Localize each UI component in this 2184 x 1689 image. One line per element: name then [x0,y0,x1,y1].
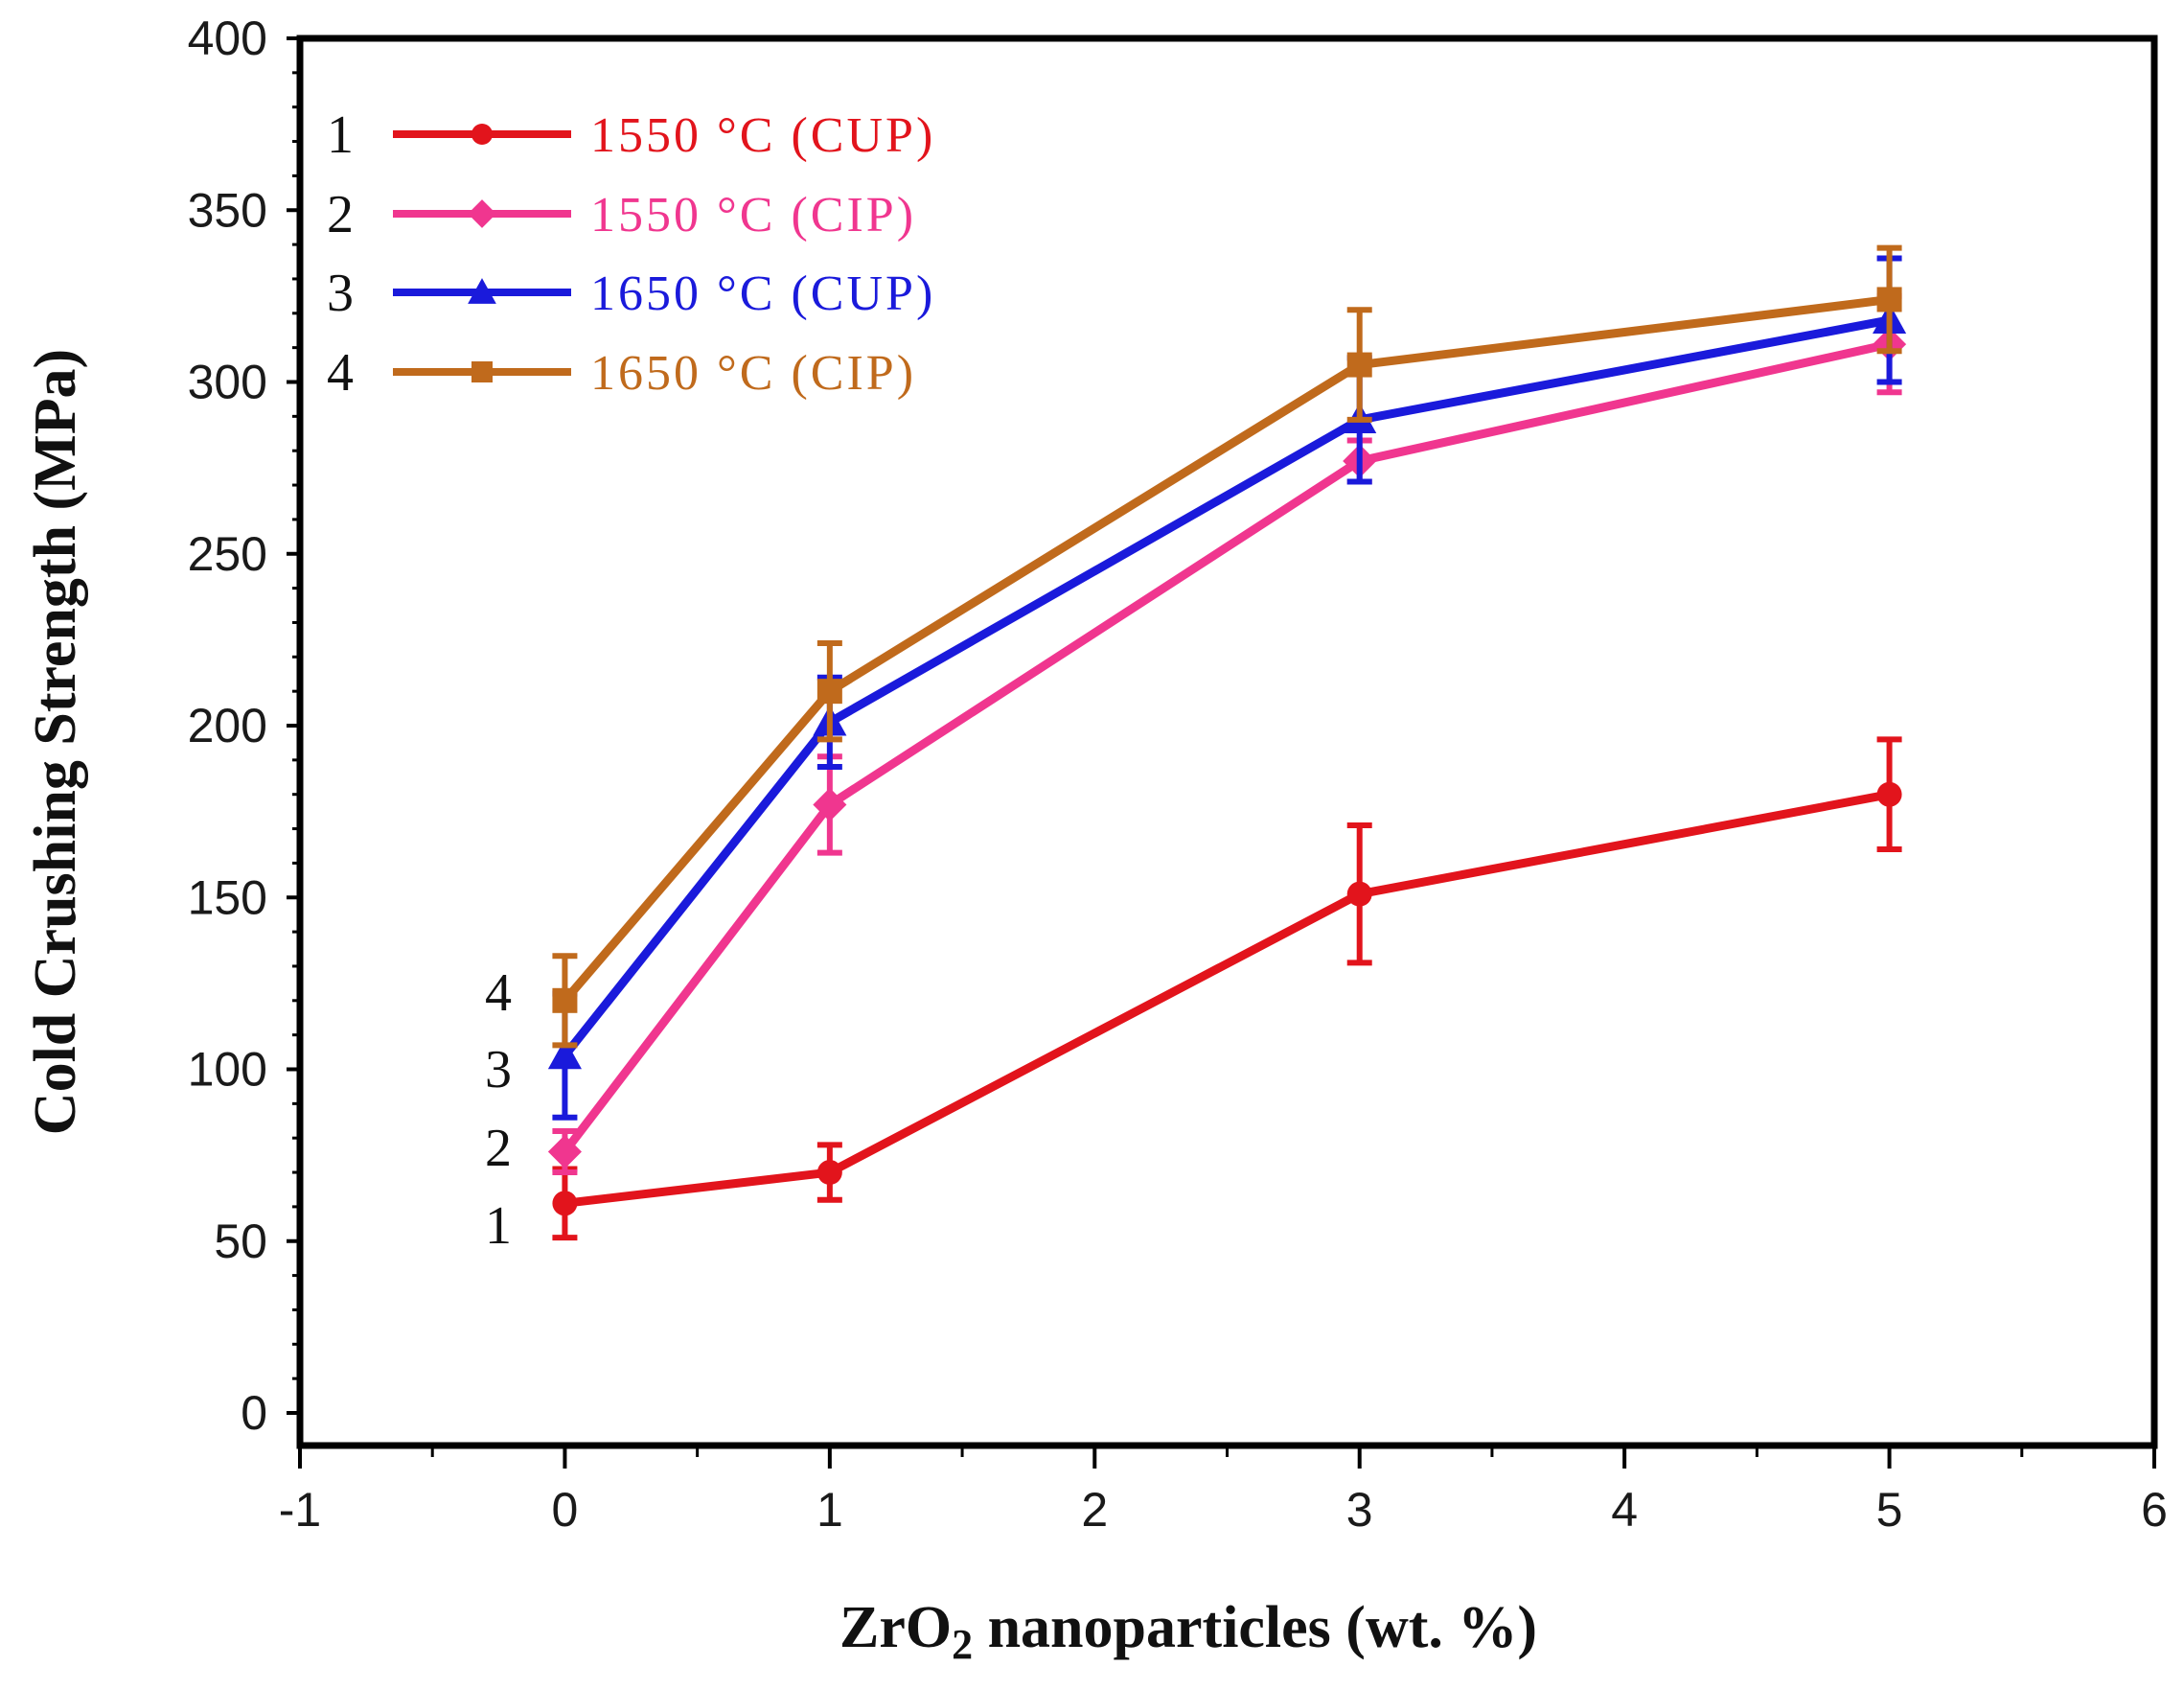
x-axis-title-subscript: 2 [952,1621,973,1668]
series-2 [547,292,1907,1176]
series-end-label: 2 [485,1119,512,1178]
y-tick-label: 350 [188,183,267,237]
legend-number: 3 [327,264,354,323]
series-4 [552,244,1902,1049]
x-tick-label: 1 [816,1483,843,1537]
legend-marker [468,199,496,228]
legend-label: 1550 °C (CUP) [590,108,935,163]
series-end-label: 3 [485,1040,512,1099]
y-tick-label: 400 [188,12,267,65]
data-point [816,1160,842,1186]
legend-marker [471,124,493,145]
x-tick-label: 5 [1876,1483,1903,1537]
data-point [1876,781,1902,807]
legend-label: 1650 °C (CIP) [590,346,916,401]
series-line [563,790,1891,1208]
x-tick-label: 6 [2141,1483,2168,1537]
data-point [1346,352,1372,378]
legend-marker [468,278,496,304]
legend-number: 4 [327,343,354,403]
y-tick-label: 100 [188,1043,267,1097]
series-1 [552,736,1902,1241]
plot-area [296,35,2158,1449]
x-tick-label: -1 [279,1483,321,1537]
data-point [816,679,842,705]
data-point [552,1191,578,1216]
x-axis-title-pre: ZrO [839,1595,952,1660]
legend-marker [471,361,493,382]
x-axis-title-post: nanoparticles (wt. %) [973,1595,1537,1660]
legend-label: 1650 °C (CUP) [590,266,935,321]
y-tick-label: 150 [188,870,267,924]
y-axis-title: Cold Crushing Strength (MPa) [23,349,88,1135]
series-line [561,315,1891,1058]
series-layer [547,244,1907,1241]
y-tick-label: 200 [188,699,267,752]
data-point [1346,881,1372,907]
series-line [561,339,1891,1155]
data-point [552,987,578,1013]
x-tick-label: 0 [552,1483,579,1537]
x-tick-label: 3 [1346,1483,1373,1537]
legend-label: 1550 °C (CIP) [590,188,916,243]
x-axis-title: ZrO2 nanoparticles (wt. %) [839,1595,1537,1668]
x-tick-label: 4 [1611,1483,1638,1537]
series-end-label: 1 [485,1196,512,1256]
data-point [547,1038,582,1070]
y-tick-label: 50 [214,1215,267,1268]
legend-number: 2 [327,185,354,244]
series-line [562,294,1891,1004]
data-point [547,1134,582,1169]
data-point [813,787,847,822]
legend-number: 1 [327,105,354,165]
x-tick-label: 2 [1081,1483,1108,1537]
data-point [1876,287,1902,312]
y-tick-label: 300 [188,356,267,409]
legend: 1 1550 °C (CUP) 2 1550 °C (CIP) 3 1650 °C (CU… [327,105,935,403]
series-end-label: 4 [485,963,512,1023]
y-tick-label: 250 [188,527,267,581]
end-labels: 1 2 3 4 [485,963,512,1256]
y-tick-label: 0 [241,1386,267,1440]
